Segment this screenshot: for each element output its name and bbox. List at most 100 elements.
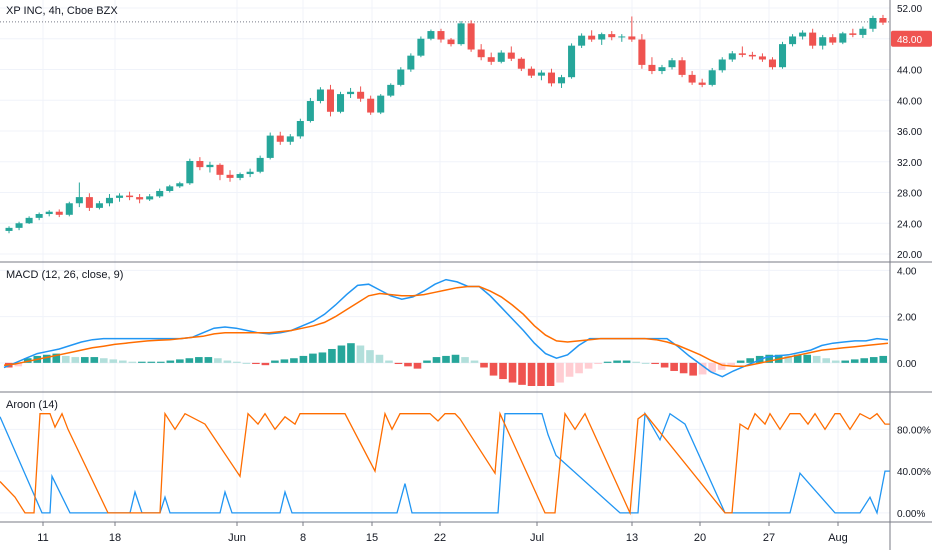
time-tick-label: 11	[37, 532, 48, 544]
macd-histogram-bar	[404, 362, 412, 367]
candle-body	[527, 68, 535, 76]
candle-body	[618, 36, 626, 38]
macd-histogram-bar	[176, 359, 184, 363]
candle-body	[638, 39, 646, 65]
time-tick-label: 20	[694, 532, 706, 544]
candle-body	[256, 157, 264, 172]
macd-histogram-bar	[717, 362, 726, 370]
price-pane[interactable]	[0, 14, 890, 234]
candle-body	[166, 186, 174, 191]
candle-body	[85, 197, 93, 208]
aroon-tick-label: 40.00%	[897, 467, 931, 478]
macd-tick-label: 0.00	[897, 359, 917, 370]
candle-body	[698, 82, 706, 85]
price-tick-label: 24.00	[897, 219, 922, 230]
macd-histogram-bar	[204, 357, 213, 363]
macd-histogram-bar	[261, 362, 270, 366]
aroon-title: Aroon (14)	[6, 399, 58, 411]
macd-histogram-bar	[271, 360, 279, 363]
price-chart-title: XP INC, 4h, Cboe BZX	[6, 5, 118, 17]
macd-histogram-bar	[432, 357, 441, 363]
macd-histogram-bar	[622, 360, 631, 363]
candle-body	[608, 34, 616, 38]
candle-body	[226, 174, 234, 178]
candle-body	[286, 136, 294, 142]
macd-histogram-bar	[679, 362, 688, 374]
macd-histogram-bar	[841, 360, 850, 363]
candle-body	[457, 23, 465, 45]
candle-body	[417, 38, 425, 56]
candle-body	[35, 214, 43, 218]
price-tick-label: 32.00	[897, 158, 922, 169]
macd-histogram-bar	[670, 362, 678, 371]
candle-body	[337, 94, 345, 112]
time-tick-label: 18	[109, 532, 121, 544]
macd-histogram-bar	[784, 355, 792, 363]
macd-histogram-bar	[223, 360, 232, 363]
candle-body	[5, 227, 13, 231]
candle-body	[156, 190, 164, 197]
candle-body	[859, 28, 867, 35]
macd-histogram-bar	[185, 358, 194, 363]
aroon-series-line	[0, 411, 890, 516]
macd-histogram-bar	[575, 362, 583, 374]
macd-histogram-bar	[347, 343, 355, 363]
candle-body	[347, 91, 355, 95]
candle-body	[678, 60, 686, 75]
candle-body	[387, 84, 395, 96]
macd-histogram-bar	[879, 355, 888, 363]
candle-body	[75, 197, 83, 204]
macd-histogram-bar	[651, 362, 659, 365]
candle-body	[136, 197, 144, 200]
macd-histogram-bar	[831, 360, 840, 363]
macd-histogram-bar	[518, 362, 526, 385]
macd-histogram-bar	[233, 361, 241, 363]
candle-body	[517, 58, 525, 69]
macd-histogram-bar	[214, 358, 222, 363]
macd-histogram-bar	[157, 361, 165, 363]
macd-histogram-bar	[698, 362, 707, 375]
candle-body	[648, 64, 656, 72]
price-tick-label: 44.00	[897, 66, 922, 77]
candle-body	[578, 35, 586, 46]
time-tick-label: 13	[626, 532, 638, 544]
macd-histogram-bar	[147, 361, 156, 363]
grid-lines	[0, 0, 890, 522]
aroon-tick-label: 0.00%	[897, 509, 925, 520]
candle-body	[186, 160, 194, 184]
macd-histogram-bar	[375, 354, 384, 363]
macd-histogram-bar	[90, 357, 99, 363]
macd-histogram-bar	[812, 355, 821, 363]
candle-body	[146, 196, 154, 200]
macd-histogram-bar	[689, 362, 697, 376]
macd-histogram-bar	[746, 358, 754, 363]
candle-body	[176, 183, 184, 187]
macd-histogram-bar	[366, 350, 374, 363]
aroon-pane[interactable]	[0, 411, 890, 516]
macd-histogram-bar	[128, 361, 137, 363]
candle-body	[357, 91, 365, 99]
candle-body	[829, 37, 837, 43]
candle-body	[789, 36, 797, 45]
candle-body	[547, 72, 555, 84]
time-tick-label: 22	[434, 532, 446, 544]
candle-body	[779, 44, 787, 68]
candle-body	[316, 89, 324, 102]
candle-body	[236, 174, 244, 178]
macd-histogram-bar	[708, 362, 716, 373]
time-tick-label: 27	[763, 532, 775, 544]
macd-histogram-bar	[119, 360, 127, 363]
time-tick-label: Aug	[828, 532, 848, 544]
price-tick-label: 40.00	[897, 96, 922, 107]
candle-body	[728, 53, 736, 60]
macd-pane[interactable]	[3, 278, 889, 386]
macd-histogram-bar	[860, 358, 869, 363]
price-tick-label: 28.00	[897, 189, 922, 200]
macd-histogram-bar	[309, 353, 317, 363]
macd-histogram-bar	[470, 360, 479, 363]
price-tick-label: 52.00	[897, 4, 922, 15]
candle-body	[377, 95, 385, 113]
macd-histogram-bar	[480, 362, 488, 368]
macd-histogram-bar	[765, 354, 773, 363]
